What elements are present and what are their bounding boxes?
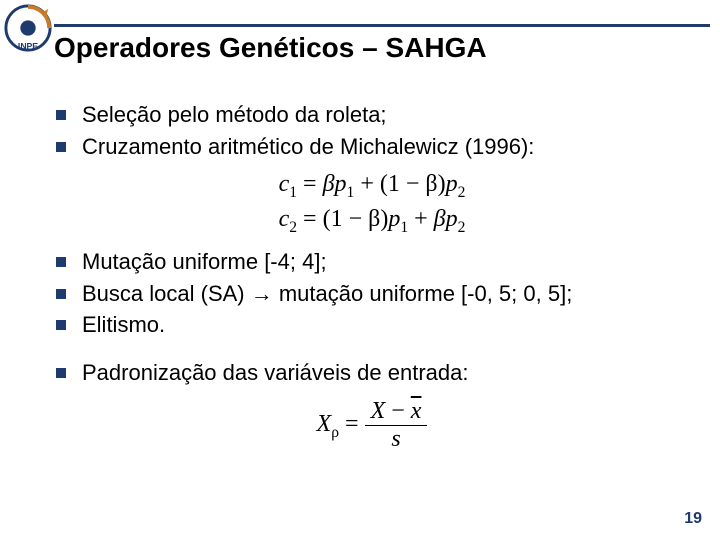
bullet-item: Padronização das variáveis de entrada: — [54, 358, 690, 388]
bullet-group-3: Padronização das variáveis de entrada: — [54, 358, 690, 388]
slide-content: Seleção pelo método da roleta; Cruzament… — [54, 100, 690, 463]
bullet-group-1: Seleção pelo método da roleta; Cruzament… — [54, 100, 690, 161]
equation-line-1: c1 = βp1 + (1 − β)p2 — [54, 171, 690, 202]
bullet-group-2: Mutação uniforme [-4; 4]; Busca local (S… — [54, 247, 690, 340]
slide-title: Operadores Genéticos – SAHGA — [54, 32, 710, 64]
equation-crossover: c1 = βp1 + (1 − β)p2 c2 = (1 − β)p1 + βp… — [54, 171, 690, 237]
equation-standardize: Xρ = X − xs — [54, 398, 690, 453]
page-number: 19 — [684, 510, 702, 528]
equation-line-2: c2 = (1 − β)p1 + βp2 — [54, 206, 690, 237]
title-rule — [54, 24, 710, 27]
bullet-item: Elitismo. — [54, 310, 690, 340]
bullet-item: Cruzamento aritmético de Michalewicz (19… — [54, 132, 690, 162]
inpe-logo: INPE — [4, 4, 52, 52]
equation-line-3: Xρ = X − xs — [54, 398, 690, 453]
svg-text:INPE: INPE — [18, 41, 38, 51]
bullet-item: Busca local (SA) → mutação uniforme [-0,… — [54, 279, 690, 309]
slide: INPE Operadores Genéticos – SAHGA Seleçã… — [0, 0, 720, 540]
bullet-item: Mutação uniforme [-4; 4]; — [54, 247, 690, 277]
bullet-item: Seleção pelo método da roleta; — [54, 100, 690, 130]
